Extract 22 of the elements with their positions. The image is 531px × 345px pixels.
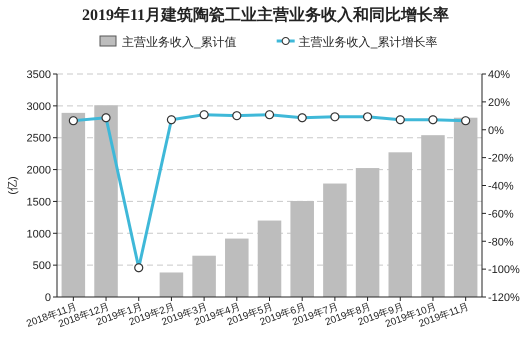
legend-label: 主营业务收入_累计增长率 [298,35,438,49]
y-tick-label: 3000 [26,100,51,113]
y2-tick-label: -80% [488,236,514,248]
y-tick-label: 2000 [26,164,51,177]
y2-tick-label: -60% [488,208,514,220]
y-tick-label: 1500 [26,196,51,208]
y2-tick-label: -20% [488,152,514,165]
legend-label: 主营业务收入_累计值 [122,35,237,49]
y-tick-label: 0 [44,292,51,304]
y-tick-label: 500 [32,260,51,272]
y2-tick-label: -100% [488,264,520,276]
y2-tick-label: 40% [488,69,510,81]
y-tick-label: 2500 [26,132,51,145]
y2-tick-label: -40% [488,180,514,192]
y-axis-title: (亿) [7,176,19,195]
y-tick-label: 3500 [26,69,51,81]
y2-tick-label: 0% [488,124,504,137]
y2-tick-label: -120% [488,292,520,304]
chart-title: 2019年11月建筑陶瓷工业主营业务收入和同比增长率 [82,5,450,24]
bar [160,272,184,297]
y2-tick-label: 20% [488,96,510,109]
y-tick-label: 1000 [26,228,51,240]
